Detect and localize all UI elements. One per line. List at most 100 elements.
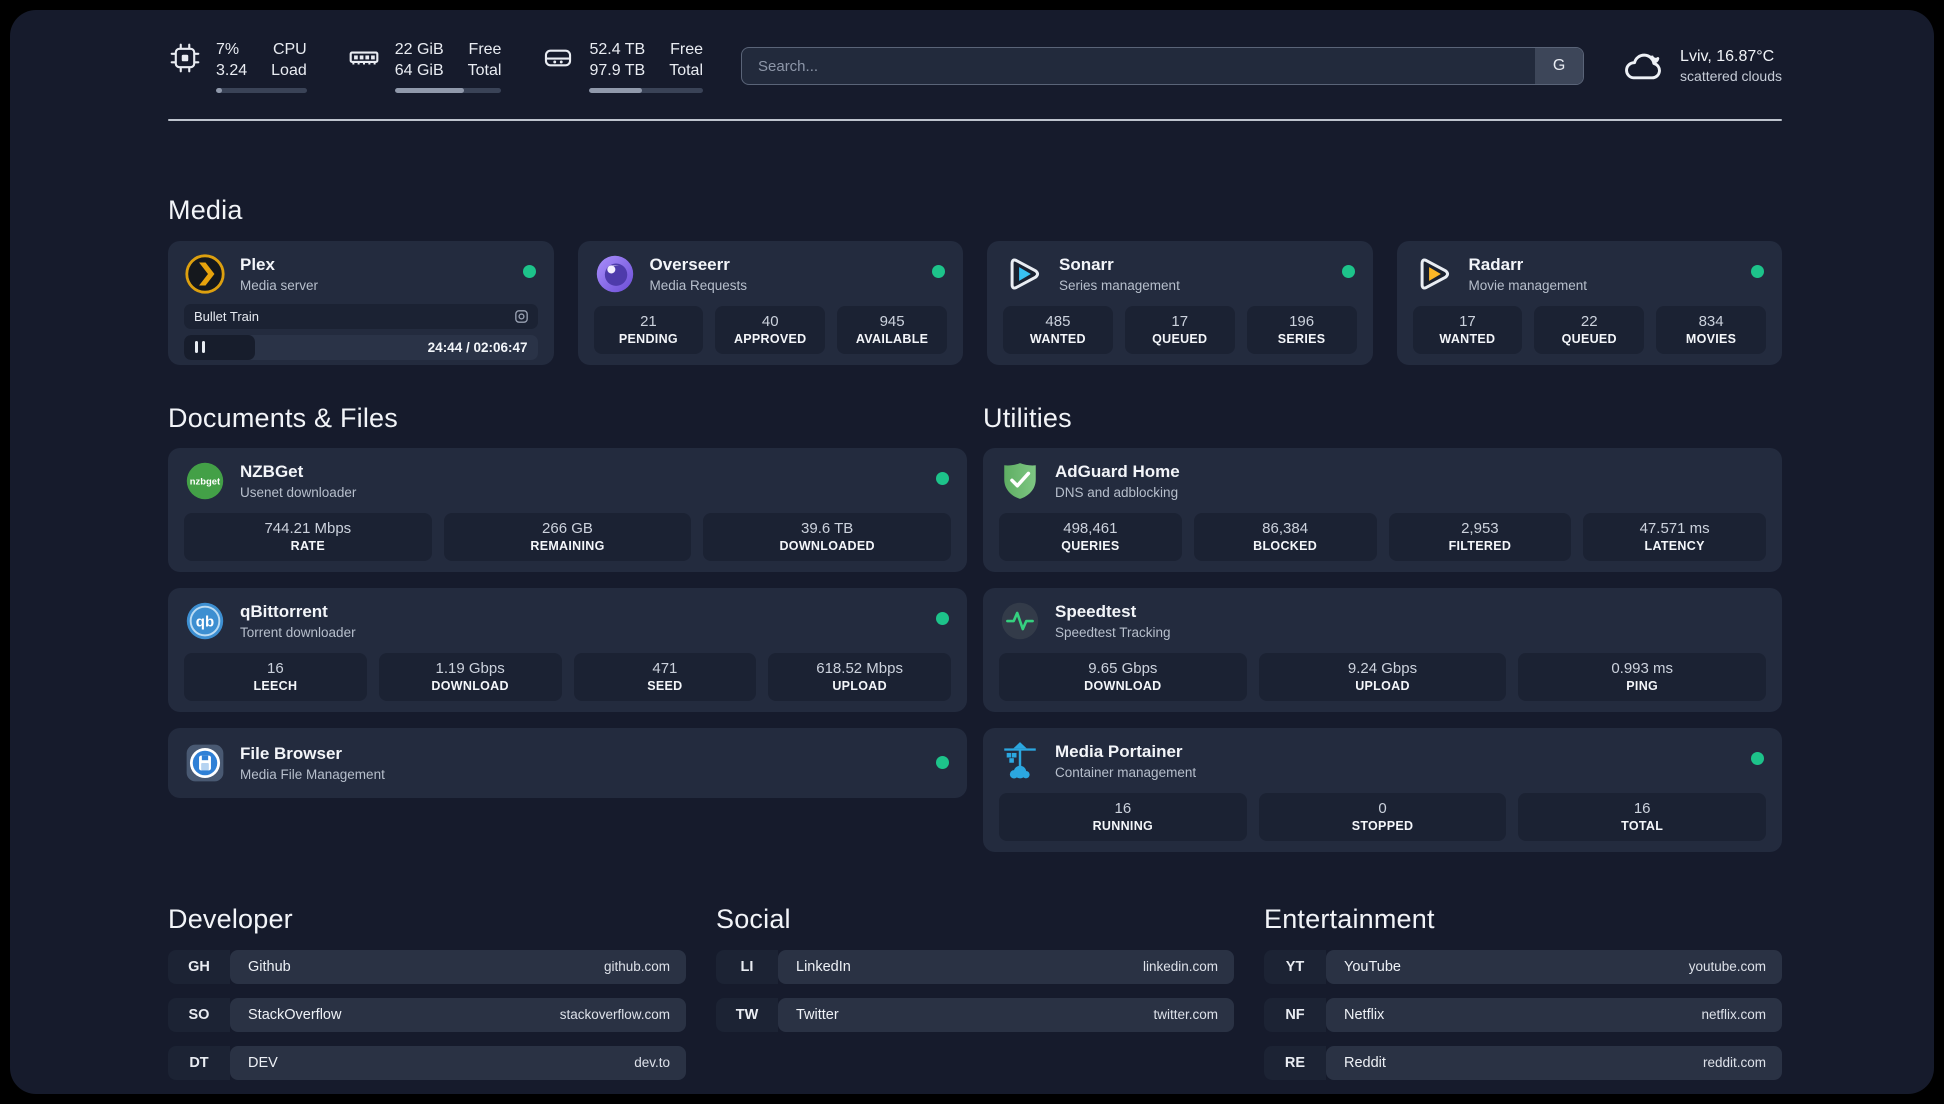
stat-upload: 618.52 Mbps UPLOAD <box>768 652 951 701</box>
cpu-values: 7% 3.24 <box>216 41 248 79</box>
link-tag: DT <box>168 1045 230 1080</box>
app-name: Radarr <box>1468 254 1524 274</box>
stat-queued: 22 QUEUED <box>1534 305 1645 354</box>
link-dev[interactable]: DT DEV dev.to <box>168 1045 686 1080</box>
stat-available: 945 AVAILABLE <box>837 305 947 354</box>
app-card-filebrowser[interactable]: File Browser Media File Management <box>168 727 967 798</box>
link-linkedin[interactable]: LI LinkedIn linkedin.com <box>716 949 1234 984</box>
stat-total: 16 TOTAL <box>1518 792 1766 841</box>
status-dot <box>1341 264 1355 278</box>
disk-labels: Free Total <box>669 41 703 79</box>
header: 7% 3.24 CPU Load <box>168 40 1782 93</box>
memory-values: 22 GiB 64 GiB <box>394 41 444 79</box>
stat-latency: 47.571 ms LATENCY <box>1583 512 1766 561</box>
app-card-qbittorrent[interactable]: qb qBittorrent Torrent downloader 16 LEE… <box>168 587 967 712</box>
search-input[interactable] <box>741 47 1585 86</box>
app-card-speedtest[interactable]: Speedtest Speedtest Tracking 9.65 Gbps D… <box>983 587 1782 712</box>
svg-text:nzbget: nzbget <box>190 476 221 487</box>
link-youtube[interactable]: YT YouTube youtube.com <box>1264 949 1782 984</box>
stat-running: 16 RUNNING <box>999 792 1247 841</box>
app-subtitle: Media Requests <box>649 277 748 293</box>
app-card-radarr[interactable]: Radarr Movie management 17 WANTED 22 QUE… <box>1396 240 1782 365</box>
disk-stat: 52.4 TB 97.9 TB Free Total <box>541 40 703 93</box>
disk-values: 52.4 TB 97.9 TB <box>589 41 646 79</box>
stat-upload: 9.24 Gbps UPLOAD <box>1258 652 1507 701</box>
app-card-portainer[interactable]: Media Portainer Container management 16 … <box>983 727 1782 852</box>
weather-condition: scattered clouds <box>1680 68 1782 85</box>
link-name: Github <box>248 958 291 975</box>
link-name: YouTube <box>1344 958 1401 975</box>
stat-leech: 16 LEECH <box>184 652 367 701</box>
link-url: linkedin.com <box>1142 959 1218 975</box>
link-tag: NF <box>1264 997 1326 1032</box>
link-github[interactable]: GH Github github.com <box>168 949 686 984</box>
plex-progress-bar[interactable]: 24:44 / 02:06:47 <box>184 334 538 360</box>
plex-time: 24:44 / 02:06:47 <box>427 339 528 355</box>
pause-icon[interactable] <box>195 341 205 354</box>
link-url: stackoverflow.com <box>559 1007 670 1023</box>
link-url: netflix.com <box>1701 1007 1766 1023</box>
plex-icon <box>184 253 226 295</box>
section-title-entertainment: Entertainment <box>1264 903 1435 934</box>
link-netflix[interactable]: NF Netflix netflix.com <box>1264 997 1782 1032</box>
adguard-icon <box>999 460 1041 502</box>
link-name: Reddit <box>1344 1054 1386 1071</box>
section-media: Media Plex Media server <box>168 195 1782 365</box>
app-name: Speedtest <box>1055 601 1137 621</box>
stat-download: 1.19 Gbps DOWNLOAD <box>378 652 562 701</box>
link-twitter[interactable]: TW Twitter twitter.com <box>716 997 1234 1032</box>
stat-movies: 834 MOVIES <box>1656 305 1766 354</box>
qbittorrent-icon: qb <box>184 600 226 642</box>
memory-labels: Free Total <box>467 41 502 79</box>
weather-location-temp: Lviv, 16.87°C <box>1680 48 1775 66</box>
stat-rate: 744.21 Mbps RATE <box>184 512 432 561</box>
stat-seed: 471 SEED <box>573 652 757 701</box>
memory-stat: 22 GiB 64 GiB Free Total <box>347 40 502 93</box>
stat-download: 9.65 Gbps DOWNLOAD <box>999 652 1247 701</box>
app-card-sonarr[interactable]: Sonarr Series management 485 WANTED 17 Q… <box>987 240 1373 365</box>
stat-wanted: 17 WANTED <box>1412 305 1523 354</box>
app-name: Media Portainer <box>1055 741 1183 761</box>
app-card-nzbget[interactable]: nzbget NZBGet Usenet downloader 744.21 M… <box>168 447 967 572</box>
memory-progress <box>394 87 502 93</box>
app-name: qBittorrent <box>240 601 328 621</box>
app-name: File Browser <box>240 743 343 763</box>
stat-blocked: 86,384 BLOCKED <box>1193 512 1377 561</box>
status-dot <box>936 471 949 485</box>
link-stackoverflow[interactable]: SO StackOverflow stackoverflow.com <box>168 997 686 1032</box>
link-tag: YT <box>1264 949 1326 984</box>
section-documents: Documents & Files nzbget NZBGet <box>168 403 967 852</box>
app-name: Overseerr <box>649 254 730 274</box>
link-reddit[interactable]: RE Reddit reddit.com <box>1264 1045 1782 1080</box>
disk-icon <box>541 41 575 75</box>
search-engine-button[interactable]: G <box>1535 48 1584 85</box>
stat-stopped: 0 STOPPED <box>1258 792 1507 841</box>
section-title-media: Media <box>168 194 243 225</box>
stat-wanted: 485 WANTED <box>1003 305 1113 354</box>
section-social: Social LI LinkedIn linkedin.com TW Twitt… <box>716 904 1234 1080</box>
app-card-overseerr[interactable]: Overseerr Media Requests 21 PENDING 40 A… <box>577 240 963 365</box>
link-name: Netflix <box>1344 1006 1385 1023</box>
settings-icon[interactable] <box>513 308 530 325</box>
stat-series: 196 SERIES <box>1246 305 1357 354</box>
stat-approved: 40 APPROVED <box>715 305 826 354</box>
stat-ping: 0.993 ms PING <box>1518 652 1766 701</box>
search-bar: G <box>741 47 1585 86</box>
stat-downloaded: 39.6 TB DOWNLOADED <box>703 512 951 561</box>
app-name: AdGuard Home <box>1055 461 1180 481</box>
stat-remaining: 266 GB REMAINING <box>443 512 692 561</box>
stat-queued: 17 QUEUED <box>1124 305 1235 354</box>
stat-queries: 498,461 QUERIES <box>999 512 1182 561</box>
app-card-plex[interactable]: Plex Media server Bullet Train <box>168 240 554 365</box>
status-dot <box>1751 264 1764 278</box>
header-divider <box>168 118 1782 121</box>
plex-now-playing: Bullet Train <box>184 303 538 329</box>
stat-pending: 21 PENDING <box>593 305 704 354</box>
app-card-adguard[interactable]: AdGuard Home DNS and adblocking 498,461 … <box>983 447 1782 572</box>
link-url: reddit.com <box>1702 1055 1766 1071</box>
sonarr-icon <box>1003 253 1045 295</box>
weather-widget: Lviv, 16.87°C scattered clouds <box>1622 46 1782 86</box>
link-tag: GH <box>168 949 230 984</box>
status-dot <box>1751 751 1764 765</box>
system-stats: 7% 3.24 CPU Load <box>168 40 703 93</box>
